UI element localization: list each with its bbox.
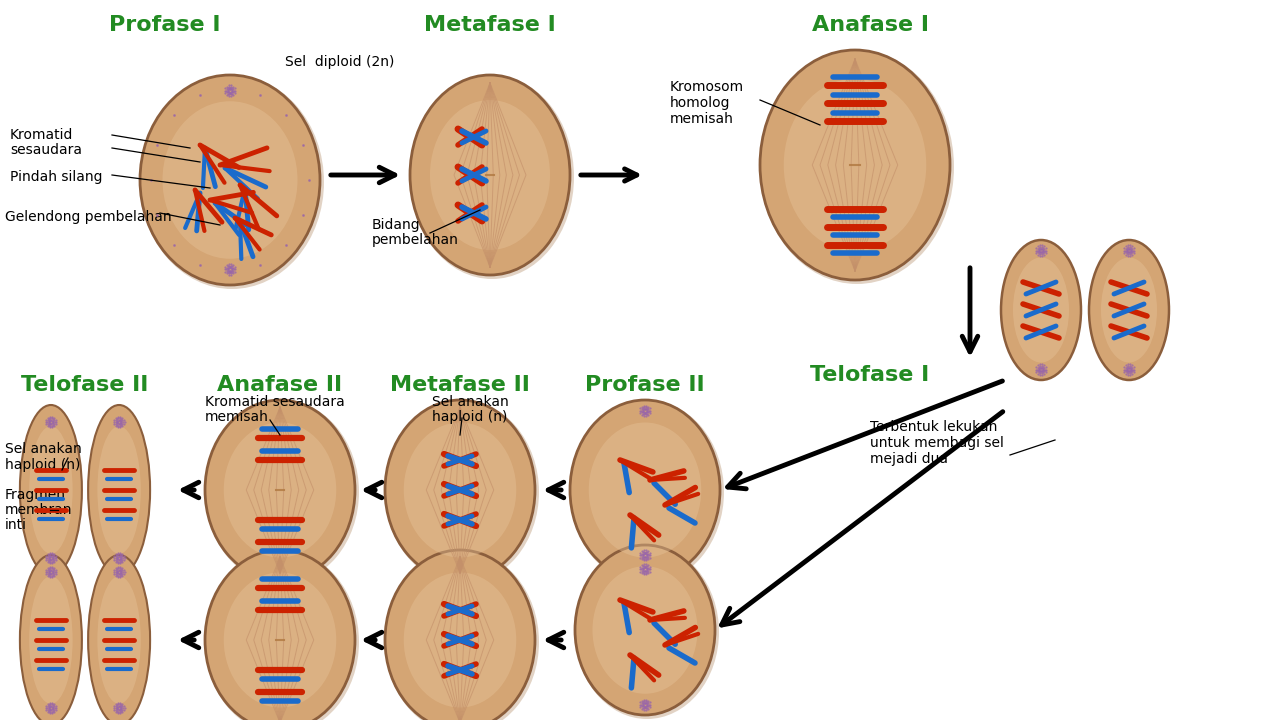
Text: membran: membran [5, 503, 73, 517]
Text: Sel anakan: Sel anakan [433, 395, 508, 409]
Text: Kromosom: Kromosom [669, 80, 744, 94]
Ellipse shape [1001, 240, 1082, 380]
Ellipse shape [403, 572, 516, 708]
Ellipse shape [410, 75, 570, 275]
Text: Profase I: Profase I [109, 15, 220, 35]
Text: homolog: homolog [669, 96, 731, 110]
Text: haploid (n): haploid (n) [433, 410, 507, 424]
Ellipse shape [205, 550, 358, 720]
Text: Telofase I: Telofase I [810, 365, 929, 385]
Text: haploid (n): haploid (n) [5, 458, 81, 472]
Ellipse shape [1012, 258, 1069, 362]
Text: Terbentuk lekukan: Terbentuk lekukan [870, 420, 997, 434]
Ellipse shape [570, 400, 719, 580]
Ellipse shape [1089, 240, 1169, 380]
Text: Bidang: Bidang [372, 218, 421, 232]
Text: Anafase II: Anafase II [218, 375, 343, 395]
Ellipse shape [760, 50, 950, 280]
Ellipse shape [205, 400, 355, 580]
Text: Kromatid: Kromatid [10, 128, 73, 142]
Ellipse shape [97, 426, 141, 554]
Ellipse shape [570, 400, 724, 584]
Text: Profase II: Profase II [585, 375, 705, 395]
Text: Metafase II: Metafase II [390, 375, 530, 395]
Text: Kromatid sesaudara: Kromatid sesaudara [205, 395, 344, 409]
Text: Anafase I: Anafase I [812, 15, 928, 35]
Ellipse shape [403, 423, 516, 557]
Ellipse shape [140, 75, 324, 289]
Text: Metafase I: Metafase I [424, 15, 556, 35]
Ellipse shape [29, 426, 73, 554]
Text: inti: inti [5, 518, 27, 532]
Ellipse shape [589, 423, 701, 557]
Text: mejadi dua: mejadi dua [870, 452, 948, 466]
Ellipse shape [760, 50, 954, 284]
Ellipse shape [224, 423, 337, 557]
Text: memisah: memisah [205, 410, 269, 424]
Ellipse shape [385, 400, 535, 580]
Ellipse shape [20, 405, 82, 575]
Text: Telofase II: Telofase II [22, 375, 148, 395]
Text: Sel  diploid (2n): Sel diploid (2n) [285, 55, 394, 69]
Ellipse shape [385, 550, 535, 720]
Ellipse shape [88, 405, 150, 575]
Text: Gelendong pembelahan: Gelendong pembelahan [5, 210, 172, 224]
Ellipse shape [385, 550, 539, 720]
Text: Sel anakan: Sel anakan [5, 442, 82, 456]
Ellipse shape [385, 400, 539, 584]
Ellipse shape [29, 576, 73, 703]
Ellipse shape [205, 400, 358, 584]
Text: Fragmen: Fragmen [5, 488, 67, 502]
Ellipse shape [593, 566, 698, 694]
Ellipse shape [430, 100, 550, 250]
Text: memisah: memisah [669, 112, 733, 126]
Text: Pindah silang: Pindah silang [10, 170, 102, 184]
Ellipse shape [224, 572, 337, 708]
Text: untuk membagi sel: untuk membagi sel [870, 436, 1004, 450]
Ellipse shape [575, 545, 719, 719]
Ellipse shape [575, 545, 716, 715]
Text: sesaudara: sesaudara [10, 143, 82, 157]
Ellipse shape [1101, 258, 1157, 362]
Ellipse shape [97, 576, 141, 703]
Ellipse shape [205, 550, 355, 720]
Ellipse shape [88, 555, 150, 720]
Text: pembelahan: pembelahan [372, 233, 458, 247]
Ellipse shape [783, 78, 927, 251]
Ellipse shape [140, 75, 320, 285]
Ellipse shape [410, 75, 573, 279]
Ellipse shape [20, 555, 82, 720]
Ellipse shape [163, 102, 297, 258]
